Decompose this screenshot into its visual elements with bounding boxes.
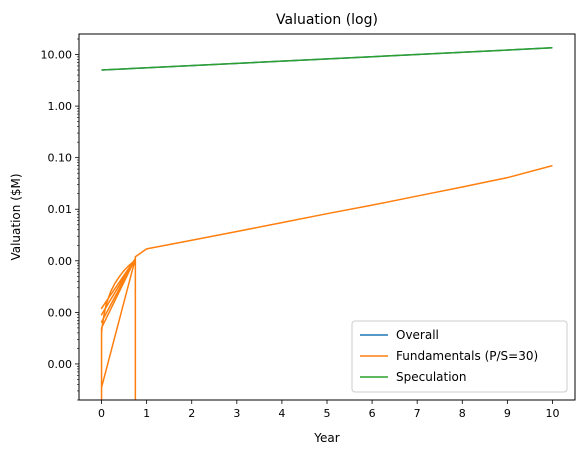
series-line-3 bbox=[101, 47, 553, 71]
y-axis: 0.00 0.00 0.00 0.01 0.10 1.00 10.00 bbox=[41, 38, 79, 401]
y-tick-label: 0.00 bbox=[48, 255, 73, 268]
x-tick-label: 7 bbox=[414, 407, 421, 420]
y-tick-label: 0.01 bbox=[48, 203, 73, 216]
series-line-2 bbox=[100, 164, 553, 400]
legend-label: Fundamentals (P/S=30) bbox=[396, 349, 538, 363]
legend: Overall Fundamentals (P/S=30) Speculation bbox=[351, 320, 568, 393]
x-axis-label: Year bbox=[313, 431, 339, 445]
legend-box bbox=[351, 320, 568, 393]
x-tick-label: 2 bbox=[188, 407, 195, 420]
x-tick-label: 0 bbox=[98, 407, 105, 420]
y-tick-label: 0.00 bbox=[48, 358, 73, 371]
x-tick-label: 8 bbox=[459, 407, 466, 420]
x-tick-label: 4 bbox=[278, 407, 285, 420]
legend-label: Overall bbox=[396, 328, 439, 342]
x-tick-label: 10 bbox=[545, 407, 559, 420]
x-tick-label: 3 bbox=[233, 407, 240, 420]
x-tick-label: 1 bbox=[143, 407, 150, 420]
x-axis: 0 1 2 3 4 5 6 7 8 9 10 bbox=[98, 400, 559, 420]
y-tick-label: 0.10 bbox=[48, 152, 73, 165]
y-tick-label: 10.00 bbox=[41, 49, 73, 62]
y-tick-label: 0.00 bbox=[48, 306, 73, 319]
series-layer bbox=[100, 47, 553, 400]
chart-title: Valuation (log) bbox=[276, 12, 378, 28]
legend-label: Speculation bbox=[396, 370, 467, 384]
x-tick-label: 9 bbox=[504, 407, 511, 420]
x-tick-label: 5 bbox=[324, 407, 331, 420]
x-tick-label: 6 bbox=[369, 407, 376, 420]
y-axis-label: Valuation ($M) bbox=[9, 173, 23, 260]
y-tick-label: 1.00 bbox=[48, 100, 73, 113]
